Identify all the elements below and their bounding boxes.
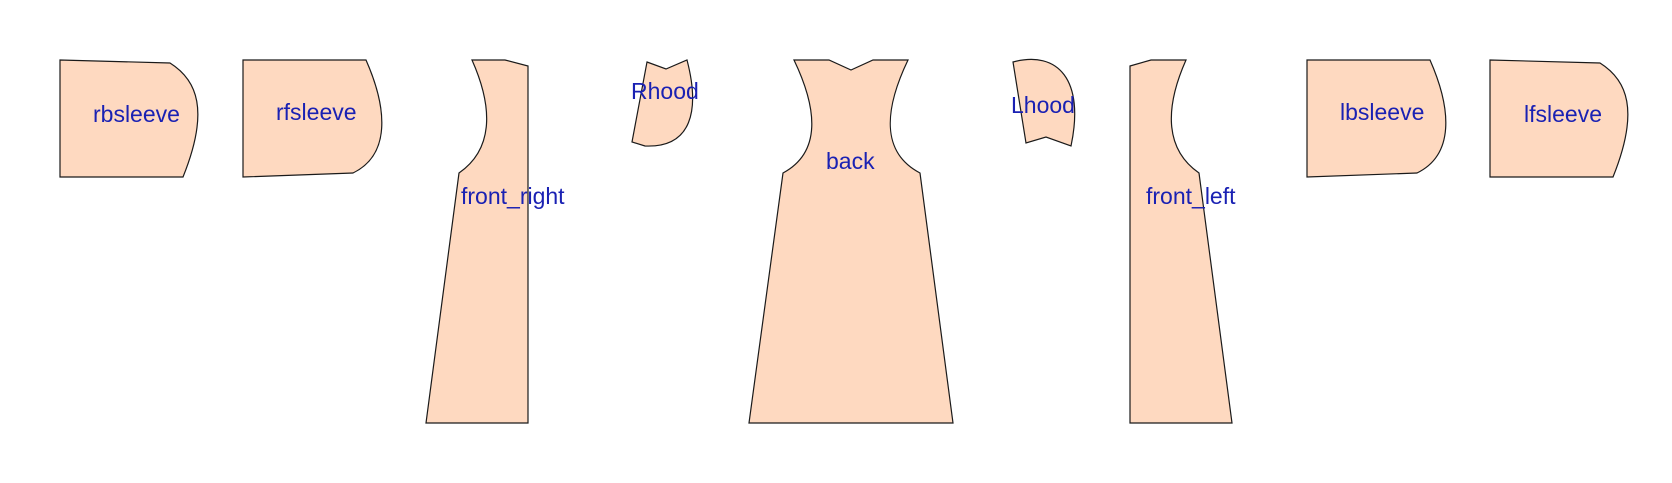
piece-lhood[interactable]: Lhood [1011, 58, 1076, 147]
piece-lfsleeve[interactable]: lfsleeve [1489, 59, 1629, 178]
rbsleeve-shape [59, 59, 199, 178]
back-shape [748, 59, 954, 424]
piece-front-left[interactable]: front_left [1129, 59, 1236, 424]
front-left-label: front_left [1146, 183, 1236, 209]
piece-front-right[interactable]: front_right [425, 59, 565, 424]
piece-rfsleeve[interactable]: rfsleeve [242, 59, 383, 178]
piece-back[interactable]: back [748, 59, 954, 424]
front-right-label: front_right [461, 183, 565, 209]
lfsleeve-label: lfsleeve [1524, 101, 1602, 127]
piece-rhood[interactable]: Rhood [631, 59, 699, 147]
lhood-shape [1012, 58, 1076, 147]
rfsleeve-label: rfsleeve [276, 99, 357, 125]
lhood-label: Lhood [1011, 92, 1075, 118]
rbsleeve-label: rbsleeve [93, 101, 180, 127]
back-label: back [826, 148, 875, 174]
lfsleeve-shape [1489, 59, 1629, 178]
rhood-label: Rhood [631, 78, 699, 104]
lbsleeve-label: lbsleeve [1340, 99, 1424, 125]
rfsleeve-shape [242, 59, 383, 178]
front-right-shape [425, 59, 529, 424]
piece-rbsleeve[interactable]: rbsleeve [59, 59, 199, 178]
lbsleeve-shape [1306, 59, 1447, 178]
piece-lbsleeve[interactable]: lbsleeve [1306, 59, 1447, 178]
rhood-shape [631, 59, 694, 147]
front-left-shape [1129, 59, 1233, 424]
